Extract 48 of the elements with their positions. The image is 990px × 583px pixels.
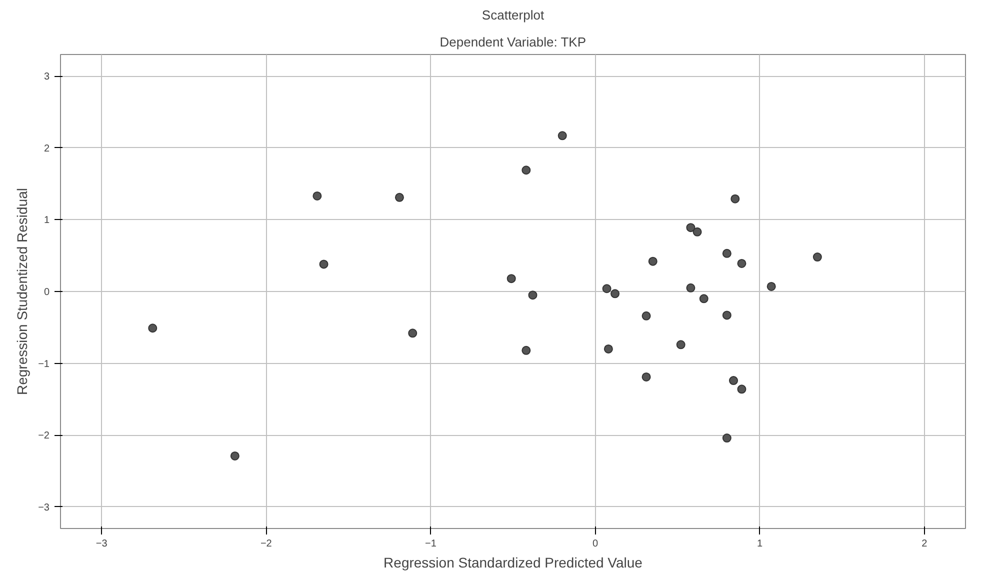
- y-tick-label: 3: [44, 72, 50, 83]
- y-tick-label: 0: [44, 287, 50, 298]
- x-tick-label: −2: [260, 538, 272, 550]
- y-axis-title: Regression Studentized Residual: [14, 188, 30, 396]
- point: [319, 260, 328, 269]
- x-tick-label: 0: [592, 538, 598, 550]
- y-tick-label: 2: [44, 143, 50, 154]
- point: [522, 166, 531, 175]
- point: [148, 324, 158, 333]
- chart-subtitle: Dependent Variable: TKP: [440, 34, 586, 50]
- point: [558, 131, 567, 140]
- point: [408, 328, 418, 338]
- point: [686, 283, 696, 292]
- point: [528, 290, 538, 300]
- point: [728, 376, 738, 386]
- point: [522, 346, 531, 355]
- point: [676, 340, 686, 350]
- point: [737, 384, 746, 394]
- x-tick-label: 2: [922, 538, 928, 550]
- point: [312, 191, 322, 200]
- point: [610, 289, 620, 298]
- point: [730, 194, 740, 204]
- point: [602, 284, 612, 294]
- x-tick-label: −3: [96, 538, 108, 550]
- y-tick-label: −3: [38, 502, 50, 514]
- point: [648, 256, 658, 266]
- point: [737, 259, 746, 268]
- chart-title: Scatterplot: [482, 8, 544, 22]
- point: [506, 274, 516, 284]
- point: [394, 192, 404, 202]
- point: [642, 311, 651, 320]
- point: [230, 451, 240, 460]
- y-tick-label: −2: [38, 430, 50, 442]
- point: [722, 434, 732, 442]
- x-tick-label: 1: [757, 538, 764, 550]
- point: [642, 372, 651, 382]
- y-tick-label: −1: [38, 358, 50, 370]
- point: [699, 294, 708, 304]
- point: [766, 282, 776, 291]
- x-axis-title: Regression Standardized Predicted Value: [384, 554, 643, 570]
- point: [686, 223, 696, 232]
- point: [722, 310, 732, 320]
- point: [604, 344, 613, 354]
- point: [692, 227, 702, 236]
- point: [722, 248, 732, 258]
- x-tick-label: −1: [425, 538, 437, 550]
- point: [812, 252, 822, 262]
- y-tick-label: 1: [44, 215, 50, 226]
